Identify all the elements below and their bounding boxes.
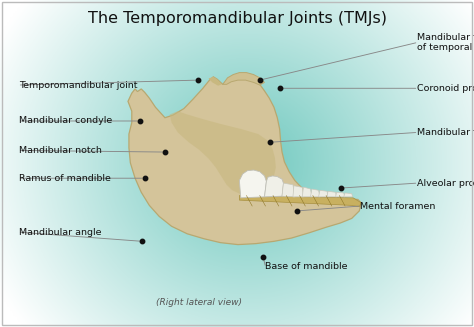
- Text: Mandibular angle: Mandibular angle: [19, 228, 101, 237]
- Text: Temporomandibular joint: Temporomandibular joint: [19, 80, 137, 90]
- Text: Mental foramen: Mental foramen: [360, 201, 436, 211]
- Text: Ramus of mandible: Ramus of mandible: [19, 174, 111, 183]
- Text: Coronoid process: Coronoid process: [417, 84, 474, 93]
- Polygon shape: [282, 183, 295, 197]
- Polygon shape: [264, 176, 283, 197]
- Text: Mandibular notch: Mandibular notch: [19, 146, 102, 155]
- Text: Mandibular condyle: Mandibular condyle: [19, 116, 112, 126]
- Polygon shape: [170, 111, 276, 195]
- Polygon shape: [209, 77, 222, 86]
- Text: Mandibular fossa
of temporal bone: Mandibular fossa of temporal bone: [417, 33, 474, 52]
- Polygon shape: [327, 191, 337, 197]
- Text: Mandibular foramen: Mandibular foramen: [417, 128, 474, 137]
- Polygon shape: [239, 196, 361, 207]
- Text: Alveolar process: Alveolar process: [417, 179, 474, 188]
- Text: The Temporomandibular Joints (TMJs): The Temporomandibular Joints (TMJs): [88, 11, 386, 26]
- Polygon shape: [128, 75, 361, 245]
- Polygon shape: [344, 193, 353, 197]
- Polygon shape: [223, 73, 264, 85]
- Polygon shape: [302, 187, 312, 197]
- Polygon shape: [310, 189, 320, 197]
- Text: (Right lateral view): (Right lateral view): [156, 298, 242, 307]
- Polygon shape: [239, 170, 266, 198]
- Polygon shape: [319, 190, 328, 197]
- Polygon shape: [293, 186, 303, 197]
- Polygon shape: [336, 192, 345, 197]
- Text: Base of mandible: Base of mandible: [265, 262, 348, 271]
